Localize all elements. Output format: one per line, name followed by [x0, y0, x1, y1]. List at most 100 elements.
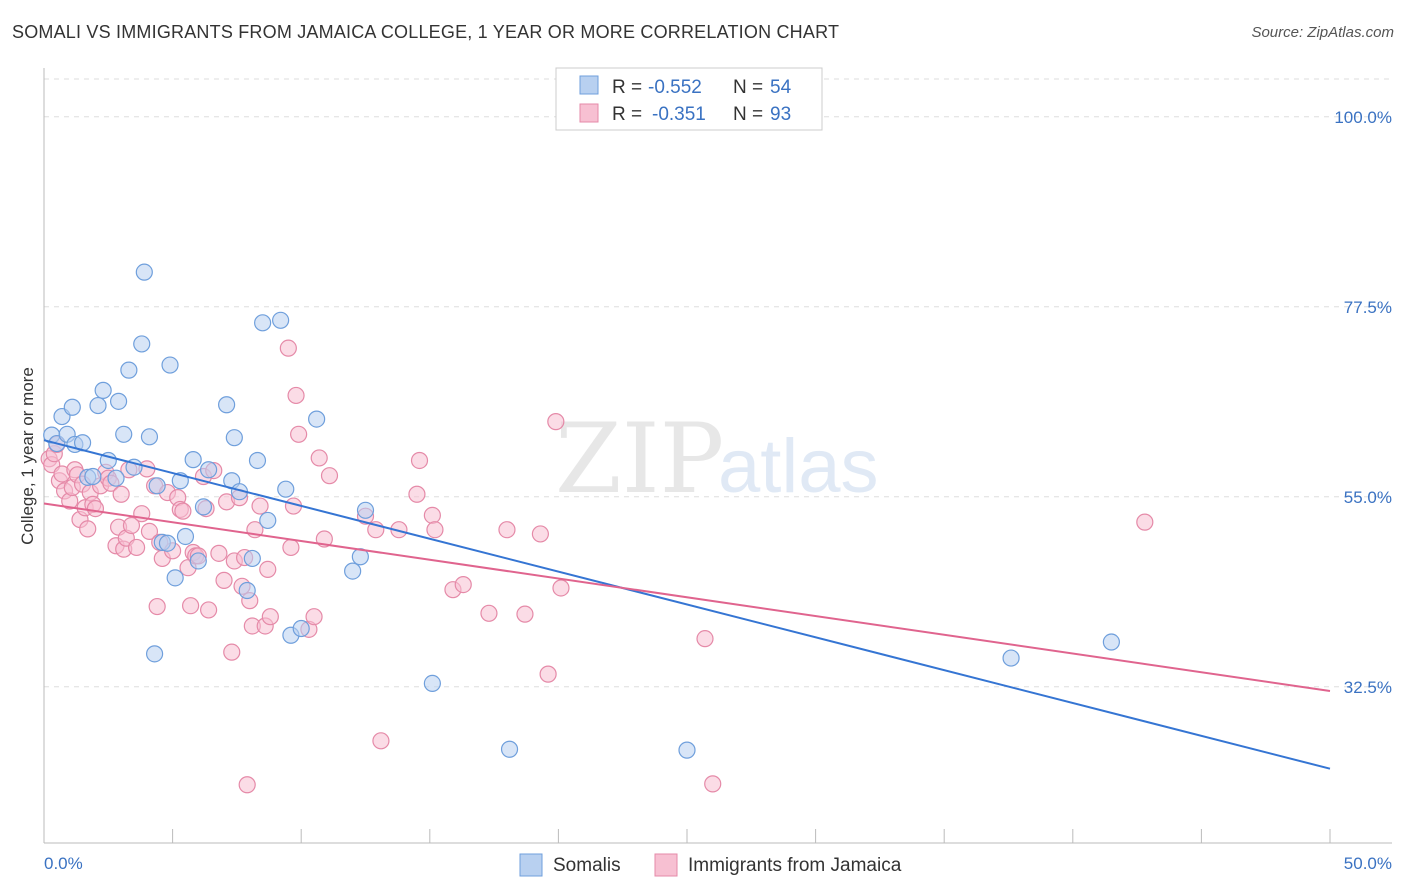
- y-tick-labels: 32.5% 55.0% 77.5% 100.0%: [1334, 108, 1392, 697]
- x-tick-label-min: 0.0%: [44, 854, 83, 873]
- chart-title: SOMALI VS IMMIGRANTS FROM JAMAICA COLLEG…: [12, 22, 840, 42]
- jamaica-point: [410, 451, 429, 470]
- somali-legend-swatch: [579, 75, 599, 95]
- somali-point: [308, 410, 326, 428]
- somali-point: [678, 741, 696, 759]
- somali-point: [200, 461, 218, 479]
- jamaica-point: [516, 605, 534, 623]
- y-tick-label: 100.0%: [1334, 108, 1392, 127]
- jamaica-point: [86, 500, 105, 518]
- somali-point: [133, 335, 151, 353]
- jamaica-point: [310, 449, 328, 467]
- jamaica-point: [112, 485, 130, 503]
- somali-point: [272, 311, 290, 329]
- somali-point: [89, 396, 107, 415]
- series-legend: Somalis Immigrants from Jamaica: [519, 853, 902, 877]
- jamaica-point: [127, 538, 146, 557]
- somali-point: [254, 314, 272, 332]
- jamaica-point: [287, 386, 305, 405]
- somali-point: [218, 396, 236, 414]
- somali-point: [259, 511, 277, 530]
- somali-point: [115, 425, 133, 443]
- somali-point: [344, 562, 362, 580]
- jamaica-point: [372, 732, 390, 750]
- somali-point: [184, 451, 202, 469]
- jamaica-point: [539, 665, 557, 683]
- somali-point: [189, 552, 207, 570]
- watermark: ZIP atlas: [555, 403, 879, 515]
- jamaica-series-swatch: [654, 853, 678, 877]
- y-tick-label: 55.0%: [1344, 488, 1392, 507]
- y-tick-label: 77.5%: [1344, 298, 1392, 317]
- somali-point: [161, 356, 179, 374]
- jamaica-point: [251, 497, 269, 515]
- jamaica-point: [423, 506, 441, 524]
- y-axis-label: College, 1 year or more: [18, 367, 37, 545]
- somali-point: [166, 569, 184, 587]
- jamaica-point: [210, 544, 228, 562]
- jamaica-point: [238, 776, 256, 794]
- somali-point: [243, 549, 261, 568]
- somali-point: [1102, 633, 1120, 651]
- jamaica-point: [547, 413, 565, 431]
- somali-point: [140, 428, 159, 446]
- jamaica-r-value: -0.351: [652, 104, 706, 125]
- jamaica-point: [704, 775, 722, 793]
- somali-point: [248, 451, 267, 470]
- jamaica-point: [552, 579, 570, 597]
- jamaica-point: [454, 575, 472, 594]
- somali-point: [107, 469, 125, 487]
- watermark-zip: ZIP: [555, 403, 724, 515]
- somali-series-swatch: [519, 853, 543, 877]
- jamaica-point: [174, 502, 192, 520]
- jamaica-point: [182, 597, 200, 615]
- jamaica-n-value: 93: [770, 104, 791, 125]
- jamaica-point: [279, 339, 297, 357]
- jamaica-point: [320, 467, 339, 485]
- jamaica-point: [305, 608, 323, 626]
- somali-n-label: N =: [733, 77, 763, 98]
- somali-points: [43, 263, 1120, 759]
- jamaica-point: [215, 571, 233, 589]
- jamaica-point: [696, 630, 714, 648]
- somali-trend-line: [43, 439, 1331, 770]
- jamaica-point: [531, 525, 549, 543]
- jamaica-r-label: R =: [612, 104, 642, 125]
- stats-legend-box: [555, 67, 823, 131]
- jamaica-point: [79, 520, 97, 538]
- somali-point: [176, 527, 195, 546]
- jamaica-legend-swatch: [579, 103, 599, 123]
- jamaica-n-label: N =: [733, 104, 763, 125]
- jamaica-point: [200, 601, 218, 619]
- jamaica-point: [259, 560, 277, 579]
- jamaica-point: [408, 485, 426, 503]
- jamaica-point: [282, 538, 300, 557]
- watermark-atlas: atlas: [718, 424, 879, 509]
- somali-n-value: 54: [770, 77, 792, 98]
- somali-point: [277, 480, 295, 498]
- x-tick-label-max: 50.0%: [1344, 854, 1392, 873]
- somali-point: [145, 645, 164, 663]
- jamaica-point: [261, 608, 279, 626]
- somali-point: [225, 429, 243, 447]
- jamaica-point: [122, 516, 141, 535]
- somali-point: [292, 619, 310, 638]
- somali-point: [135, 263, 153, 281]
- somali-r-label: R =: [612, 77, 642, 98]
- somali-point: [63, 398, 81, 416]
- somali-point: [423, 674, 441, 693]
- somali-point: [120, 361, 138, 379]
- jamaica-trend-line: [43, 502, 1331, 692]
- jamaica-point: [480, 604, 498, 622]
- jamaica-point: [426, 521, 444, 539]
- somali-point: [94, 381, 112, 399]
- jamaica-point: [140, 522, 159, 541]
- somali-point: [109, 392, 128, 410]
- jamaica-point: [290, 425, 308, 443]
- somali-point: [84, 467, 102, 486]
- somali-point: [1002, 649, 1020, 667]
- x-axis-ticks: [43, 829, 1331, 843]
- jamaica-point: [148, 597, 166, 616]
- jamaica-point: [1136, 513, 1154, 531]
